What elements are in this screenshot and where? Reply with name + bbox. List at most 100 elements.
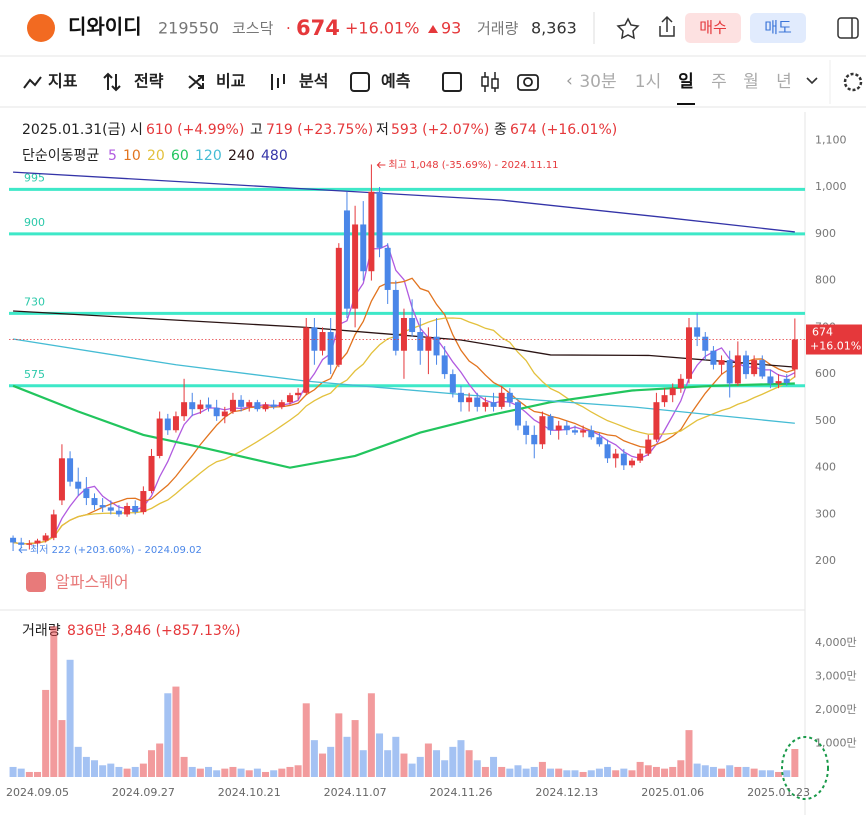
period-button[interactable]: 주	[711, 72, 727, 92]
volume-bar	[726, 765, 734, 777]
candle-body	[612, 453, 619, 459]
y-tick-label: 200	[815, 554, 836, 567]
candle-body	[213, 407, 220, 417]
volume-bar	[579, 771, 587, 777]
level-label: 730	[24, 295, 45, 308]
brand-icon	[26, 572, 46, 592]
stock-name: 디와이디	[68, 15, 142, 39]
y2-tick-label: 4,000만	[815, 636, 857, 649]
candle-body	[238, 399, 245, 407]
panel-button[interactable]	[837, 17, 859, 39]
volume-bar	[213, 770, 221, 777]
volume-bar	[294, 765, 302, 777]
camera-icon	[523, 77, 533, 87]
candle-body	[335, 247, 342, 365]
candle-body	[18, 542, 25, 545]
candle-body	[164, 418, 171, 431]
candle-body	[132, 506, 139, 513]
volume-bar	[188, 766, 196, 777]
annotation: 최저 222 (+203.60%) - 2024.09.02	[30, 544, 202, 556]
tool-button[interactable]: 예측	[381, 72, 411, 91]
volume-bar	[587, 770, 595, 777]
up-arrow	[428, 25, 438, 33]
candle-body	[58, 458, 65, 501]
draw-button[interactable]	[442, 72, 462, 92]
settings-button[interactable]	[843, 72, 863, 92]
buy-button[interactable]	[685, 13, 741, 43]
volume-bar	[82, 756, 90, 777]
info-date: 2025.01.31(금)	[22, 122, 126, 138]
candle-body	[677, 378, 684, 389]
ma-line	[13, 310, 795, 368]
candle-body	[474, 397, 481, 407]
candle-body	[726, 360, 733, 384]
volume-bar	[571, 770, 579, 777]
candle-body	[775, 381, 782, 384]
volume-bar	[17, 768, 25, 777]
tool-button[interactable]: 비교	[216, 72, 246, 91]
candle-body	[710, 350, 717, 365]
tool-button[interactable]: 분석	[299, 72, 328, 91]
candle-body	[270, 404, 277, 407]
candle-body	[286, 395, 293, 403]
change-pct: +16.01%	[345, 19, 419, 38]
axes: 1,1001,0009008007006005004003002004,000만…	[6, 133, 862, 799]
volume-bar	[661, 768, 669, 777]
candle-body	[246, 402, 253, 407]
highlight-circle	[781, 736, 829, 800]
candle-body	[783, 378, 790, 384]
volume-bar	[400, 753, 408, 777]
volume-bar	[652, 766, 660, 777]
candle-body	[352, 224, 359, 309]
tool-button[interactable]: 전략	[134, 72, 164, 91]
candle-body	[376, 191, 383, 248]
volume-bar	[677, 760, 685, 777]
candle-body	[661, 395, 668, 403]
period-button[interactable]: 1시	[635, 72, 661, 92]
ma-legend: 5	[108, 148, 117, 164]
volume-bar	[701, 765, 709, 777]
candle-body	[319, 332, 326, 351]
period-button[interactable]: 30분	[579, 72, 616, 92]
candle-body	[384, 247, 391, 290]
volume-bar	[481, 766, 489, 777]
candle-body	[278, 402, 285, 407]
candle-body	[99, 505, 106, 508]
volume-bar	[433, 750, 441, 777]
candle-body	[433, 336, 440, 356]
volume-bar	[392, 736, 400, 777]
period-button[interactable]: 일	[678, 72, 694, 92]
volume-bar	[262, 771, 270, 777]
volume-bar	[384, 750, 392, 777]
volume-bar	[139, 763, 147, 777]
tool-button[interactable]: 지표	[48, 72, 78, 91]
volume-bar	[34, 771, 42, 777]
volume-bar	[783, 770, 791, 777]
volume-panel	[9, 626, 799, 777]
candle-body	[571, 430, 578, 433]
star-button[interactable]	[616, 17, 640, 40]
volume-bar	[25, 771, 33, 777]
share-button[interactable]	[659, 15, 675, 37]
candle-body	[409, 318, 416, 333]
more-button[interactable]	[806, 77, 818, 85]
info-value: 674 (+16.01%)	[510, 122, 617, 138]
volume-info: 836만 3,846 (+857.13%)	[67, 623, 241, 639]
sell-button[interactable]	[750, 13, 806, 43]
camera-button[interactable]	[517, 74, 539, 91]
candle-body	[637, 453, 644, 461]
period-button[interactable]: 년	[776, 72, 792, 92]
volume-bar	[253, 768, 261, 777]
candle-body	[531, 434, 538, 445]
volume-bar	[555, 768, 563, 777]
candle-body	[523, 425, 530, 435]
candle-body	[229, 399, 236, 412]
volume-bar	[408, 763, 416, 777]
candle-body	[34, 540, 41, 544]
candle-body	[547, 416, 554, 431]
volume-bar	[237, 768, 245, 777]
candle-body	[694, 327, 701, 337]
scroll-left[interactable]: ‹	[566, 71, 573, 91]
volume-bar	[628, 770, 636, 777]
period-button[interactable]: 월	[743, 72, 759, 92]
